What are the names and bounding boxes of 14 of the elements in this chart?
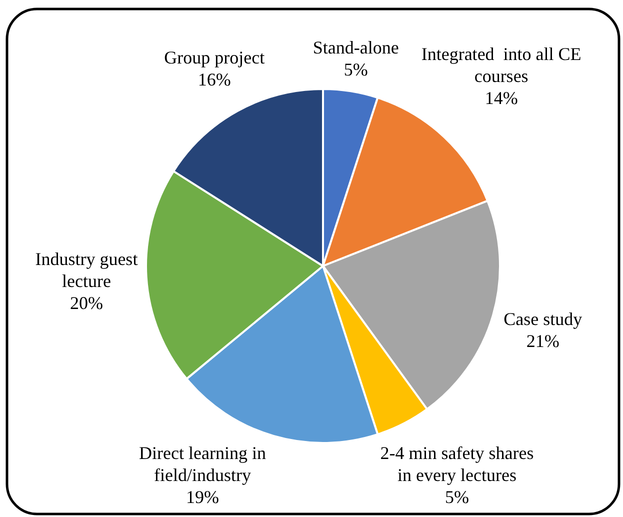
data-label: 5%: [344, 60, 368, 80]
data-label: 21%: [526, 330, 560, 351]
data-label: 20%: [70, 292, 103, 313]
slice-label: Group project: [164, 47, 265, 68]
slice-label: Industry guest lecture: [35, 248, 138, 291]
slice-label: Direct learning in field/industry: [139, 443, 266, 485]
slice-label: 2-4 min safety shares in every lectures: [380, 443, 534, 485]
slice-label: Stand-alone: [312, 38, 399, 58]
data-label: 14%: [484, 88, 518, 108]
data-label: 19%: [186, 487, 219, 507]
slice-label: Integrated into all CE courses: [421, 44, 582, 86]
data-label: 16%: [198, 69, 231, 90]
data-label: 5%: [445, 487, 469, 507]
slice-label: Case study: [504, 308, 582, 329]
